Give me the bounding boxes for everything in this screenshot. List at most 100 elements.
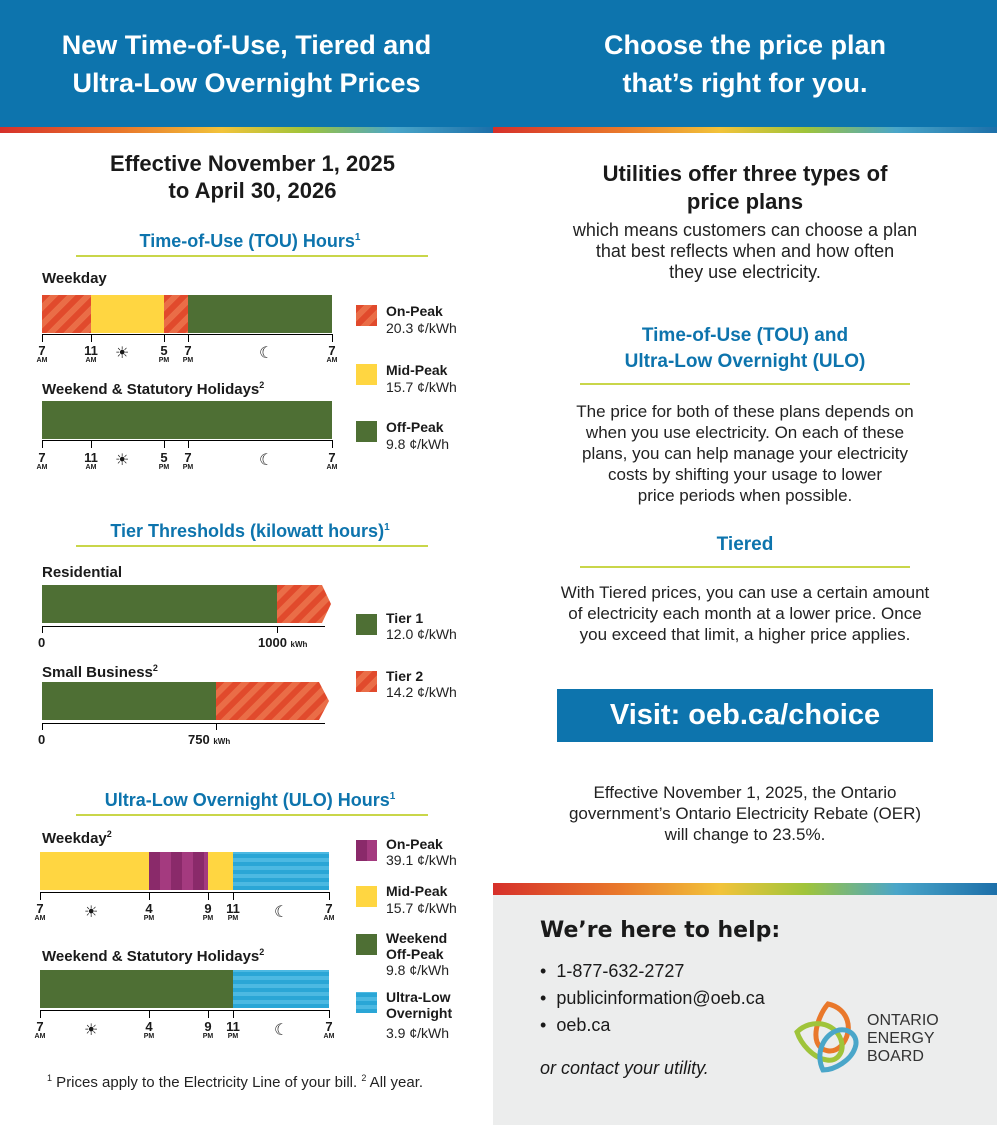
text: PM xyxy=(158,464,170,471)
legend-onpeak-swatch xyxy=(356,305,377,326)
tick xyxy=(329,892,330,900)
text: AM xyxy=(34,915,46,922)
tick xyxy=(233,892,234,900)
tick xyxy=(40,1010,41,1018)
text: 5 xyxy=(160,450,168,465)
moon-icon: ☾ xyxy=(274,904,289,921)
tick xyxy=(233,1010,234,1018)
text: they use electricity. xyxy=(669,262,821,282)
tou-axis-label-4: 7 PM xyxy=(176,344,200,365)
right-header-rainbow xyxy=(493,127,997,133)
text: Time-of-Use (TOU) and xyxy=(641,325,849,346)
left-header-rainbow xyxy=(0,127,493,133)
text: Weekday xyxy=(42,830,107,847)
text: you exceed that limit, a higher price ap… xyxy=(579,625,911,644)
sun-icon: ☀ xyxy=(84,1022,99,1039)
text: PM xyxy=(143,915,155,922)
tick xyxy=(149,1010,150,1018)
help-website[interactable]: • oeb.ca xyxy=(540,1015,611,1035)
ulo-axis-label-5: 7 AM xyxy=(317,901,341,923)
text: oeb.ca xyxy=(556,1015,611,1035)
ulo-weekend-axis-label-2: 4 PM xyxy=(137,1020,161,1041)
help-panel xyxy=(493,895,997,1125)
legend-ulo-onpeak-price: 39.1 ¢/kWh xyxy=(386,852,457,868)
legend-ulo-ultralow-name: Ultra-Low Overnight xyxy=(386,989,452,1021)
ulo-weekend-ultralow xyxy=(233,970,329,1008)
tier-residential-zero: 0 xyxy=(38,635,46,650)
right-header-line1: Choose the price plan xyxy=(603,29,887,60)
intro-title: Utilities offer three types of price pla… xyxy=(493,160,997,216)
moon-icon: ☾ xyxy=(259,345,274,362)
tick xyxy=(149,892,150,900)
legend-tier2-swatch xyxy=(356,671,377,692)
legend-ulo-weekend-swatch xyxy=(356,934,377,955)
text: 5 xyxy=(160,343,168,358)
text: 2 xyxy=(152,663,158,673)
tou-weekend-axis-label-1: 7 AM xyxy=(30,451,54,472)
ulo-weekday-midpeak-day xyxy=(40,852,149,890)
tou-weekend-label: Weekend & Statutory Holidays2 xyxy=(42,380,264,398)
tick xyxy=(208,892,209,900)
visit-oeb-link[interactable]: Visit: oeb.ca/choice xyxy=(557,689,933,742)
sun-icon: ☀ xyxy=(115,345,130,362)
text: PM xyxy=(158,357,170,364)
legend-midpeak-name: Mid-Peak xyxy=(386,362,448,378)
tou-ulo-title: Time-of-Use (TOU) and Ultra-Low Overnigh… xyxy=(493,323,997,375)
ulo-weekday-label: Weekday2 xyxy=(42,829,112,847)
text: Small Business xyxy=(42,664,153,681)
text: 11 xyxy=(84,343,98,358)
tou-weekday-offpeak xyxy=(188,295,332,333)
text: Ultra-Low Overnight (ULO) Hours xyxy=(104,790,390,810)
help-email[interactable]: • publicinformation@oeb.ca xyxy=(540,988,765,1008)
text: 9 xyxy=(204,1019,212,1034)
tier-business-threshold: 750 kWh xyxy=(188,732,230,747)
text: AM xyxy=(326,464,338,471)
moon-icon: ☾ xyxy=(259,452,274,469)
ulo-weekday-axis xyxy=(40,892,330,893)
text: Utilities offer three types of xyxy=(602,161,888,186)
legend-ulo-weekend-price: 9.8 ¢/kWh xyxy=(386,962,450,978)
text: 7 xyxy=(184,450,192,465)
sun-icon: ☀ xyxy=(84,904,99,921)
oer-body: Effective November 1, 2025, the Ontario … xyxy=(493,782,997,845)
tou-weekday-onpeak-evening xyxy=(164,295,188,333)
help-title: We’re here to help: xyxy=(540,918,781,943)
left-header-line1: New Time-of-Use, Tiered and xyxy=(61,29,432,60)
ulo-weekend-offpeak xyxy=(40,970,233,1008)
text: 2 xyxy=(259,380,265,390)
tou-weekend-offpeak xyxy=(42,401,332,439)
tier-business-tier1 xyxy=(42,682,216,720)
text: 7 xyxy=(36,901,44,916)
tou-title: Time-of-Use (TOU) Hours1 xyxy=(139,231,361,251)
text: publicinformation@oeb.ca xyxy=(556,988,765,1008)
text: AM xyxy=(323,915,335,922)
text: Weekend & Statutory Holidays xyxy=(42,948,260,965)
help-phone[interactable]: • 1-877-632-2727 xyxy=(540,961,685,981)
text: 7 xyxy=(325,1019,333,1034)
legend-onpeak-price: 20.3 ¢/kWh xyxy=(386,320,457,336)
legend-tier1-name: Tier 1 xyxy=(386,610,424,626)
tick xyxy=(329,1010,330,1018)
legend-ulo-onpeak-swatch xyxy=(356,840,377,861)
tick xyxy=(332,440,333,448)
tou-ulo-body: The price for both of these plans depend… xyxy=(493,401,997,506)
legend-ulo-weekend-name: Weekend Off-Peak xyxy=(386,930,447,962)
tick xyxy=(188,440,189,448)
ulo-weekend-axis-label-5: 7 AM xyxy=(317,1019,341,1041)
legend-offpeak-swatch xyxy=(356,421,377,442)
text: The price for both of these plans depend… xyxy=(576,402,914,421)
legend-ulo-midpeak-swatch xyxy=(356,886,377,907)
text: PM xyxy=(227,915,239,922)
legend-ulo-midpeak-name: Mid-Peak xyxy=(386,883,448,899)
text: PM xyxy=(182,464,194,471)
text: 9 xyxy=(204,901,212,916)
tier-business-label: Small Business2 xyxy=(42,663,158,681)
tier-business-tier2 xyxy=(216,682,329,720)
text: 7 xyxy=(325,901,333,916)
text: 7 xyxy=(328,343,336,358)
text: which means customers can choose a plan xyxy=(572,220,918,240)
text: ENERGY xyxy=(867,1030,935,1047)
legend-ulo-onpeak-name: On-Peak xyxy=(386,836,443,852)
tier-residential-axis xyxy=(42,626,325,627)
text: price periods when possible. xyxy=(637,486,853,505)
